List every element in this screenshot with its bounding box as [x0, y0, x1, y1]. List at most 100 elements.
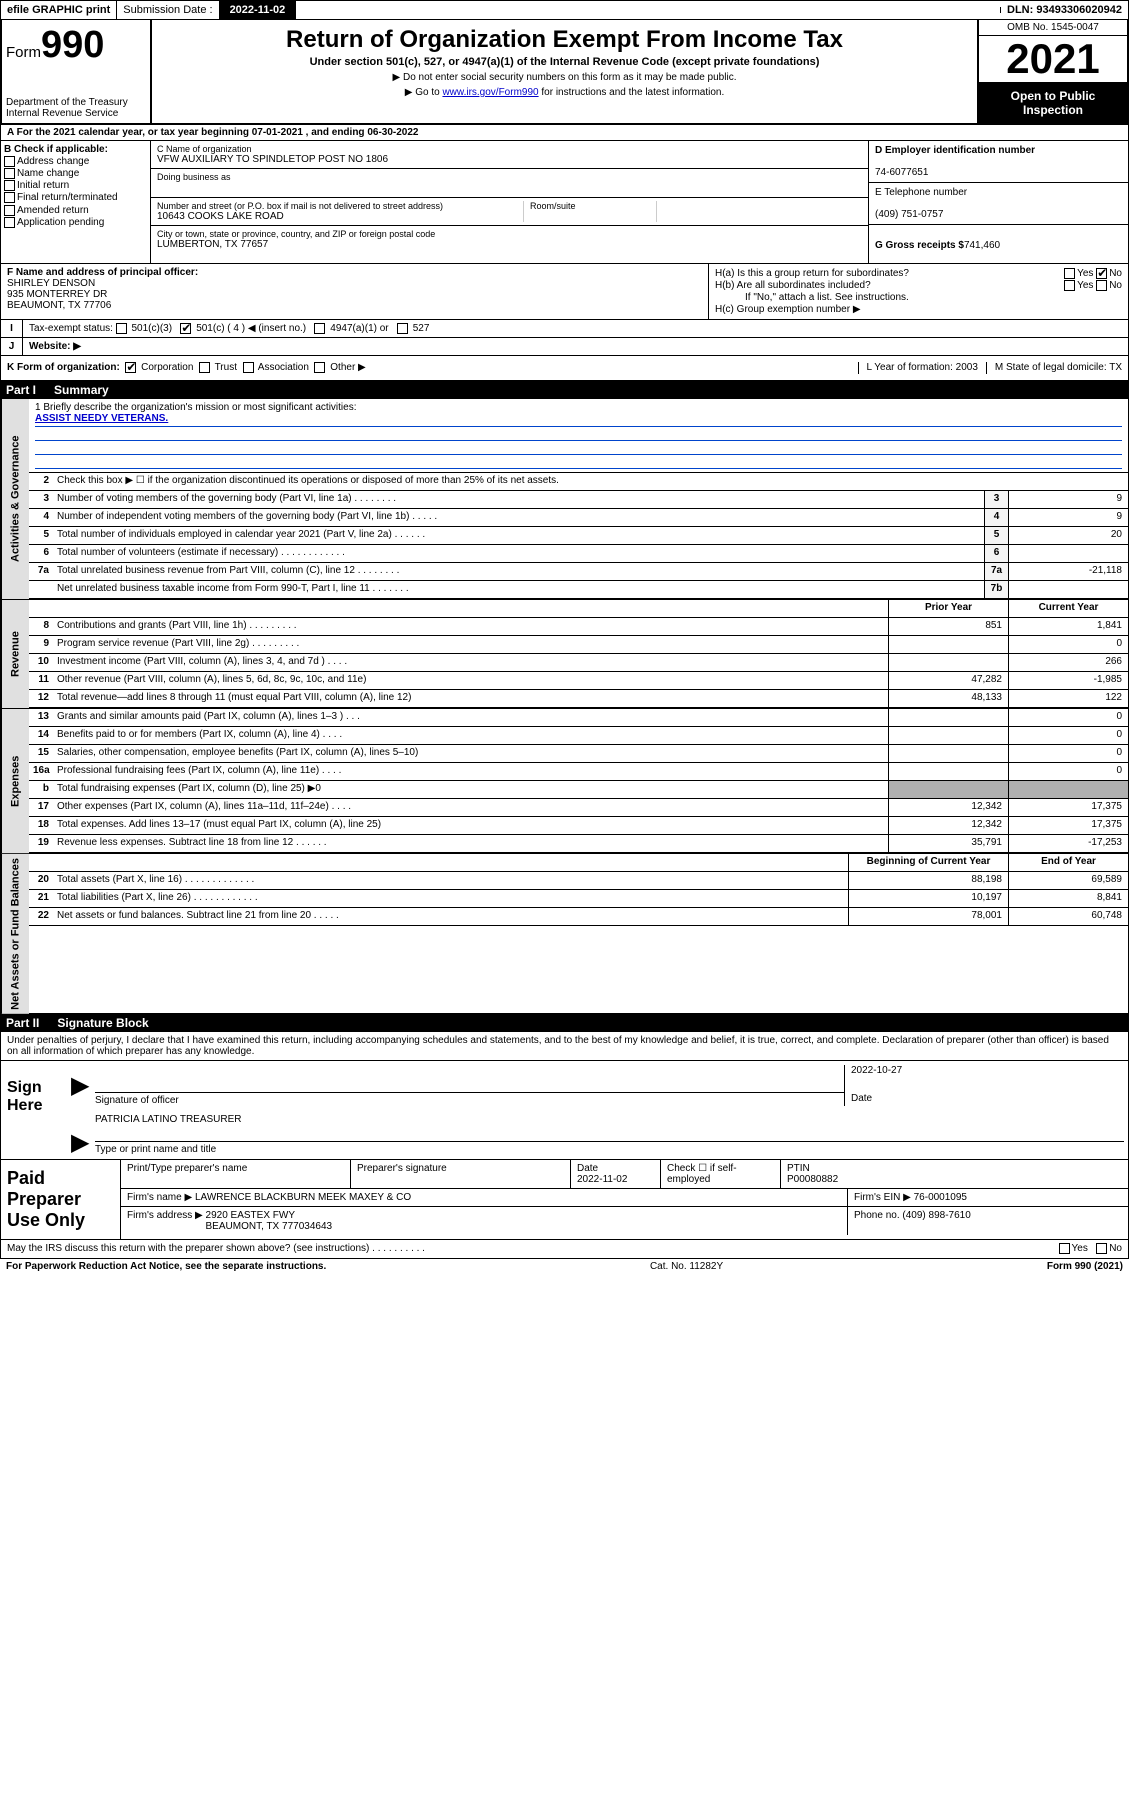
rev-lines-line-10: 10Investment income (Part VIII, column (… [29, 654, 1128, 672]
cb-527[interactable] [397, 323, 408, 334]
hb-no[interactable] [1096, 280, 1107, 291]
sign-arrow-icon: ▶▶ [71, 1061, 91, 1159]
cb-amended-return[interactable]: Amended return [4, 205, 147, 216]
irs-discuss-yes[interactable] [1059, 1243, 1070, 1254]
mission-question: 1 Briefly describe the organization's mi… [35, 402, 1122, 413]
gross-label: G Gross receipts $ [875, 240, 964, 251]
col-c-org-info: C Name of organization VFW AUXILIARY TO … [151, 141, 868, 263]
firm-addr2: BEAUMONT, TX 777034643 [206, 1221, 333, 1232]
officer-addr2: BEAUMONT, TX 77706 [7, 300, 111, 311]
irs-discuss-q: May the IRS discuss this return with the… [7, 1243, 425, 1254]
cb-final-return[interactable]: Final return/terminated [4, 192, 147, 203]
cb-initial-return[interactable]: Initial return [4, 180, 147, 191]
ha-yes[interactable] [1064, 268, 1075, 279]
cb-4947[interactable] [314, 323, 325, 334]
room-label: Room/suite [524, 201, 657, 222]
part-ii-num: Part II [6, 1016, 39, 1030]
officer-signature-line[interactable] [95, 1065, 844, 1093]
prep-date: 2022-11-02 [577, 1174, 627, 1185]
officer-name-line: PATRICIA LATINO TREASURER [95, 1114, 1124, 1142]
net-lines-line-21: 21Total liabilities (Part X, line 26) . … [29, 890, 1128, 908]
cb-trust[interactable] [199, 362, 210, 373]
hb-yes[interactable] [1064, 280, 1075, 291]
cb-association[interactable] [243, 362, 254, 373]
city-cell: City or town, state or province, country… [151, 226, 868, 253]
blank-strip [296, 7, 1001, 13]
sign-here-block: Sign Here ▶▶ Signature of officer 2022-1… [0, 1061, 1129, 1160]
page-footer: For Paperwork Reduction Act Notice, see … [0, 1259, 1129, 1274]
submission-date-label: Submission Date : [117, 1, 219, 19]
summary-activities-gov: Activities & Governance 1 Briefly descri… [0, 399, 1129, 600]
row-i: I Tax-exempt status: 501(c)(3) 501(c) ( … [0, 320, 1129, 338]
col-b-title: B Check if applicable: [4, 144, 108, 155]
tax-exempt-status: Tax-exempt status: 501(c)(3) 501(c) ( 4 … [23, 320, 1128, 337]
hdr-current-year: Current Year [1008, 600, 1128, 617]
goto-pre: ▶ Go to [405, 87, 443, 98]
part-i-title: Summary [54, 383, 109, 397]
net-lines-line-20: 20Total assets (Part X, line 16) . . . .… [29, 872, 1128, 890]
addr-label: Number and street (or P.O. box if mail i… [157, 201, 443, 211]
col-defg: D Employer identification number 74-6077… [868, 141, 1128, 263]
website-field: Website: ▶ [23, 338, 1128, 355]
goto-note: ▶ Go to www.irs.gov/Form990 for instruct… [160, 87, 969, 98]
rev-col-hdr: Prior Year Current Year [29, 600, 1128, 618]
firm-addr-cell: Firm's address ▶ 2920 EASTEX FWY Firm's … [121, 1207, 848, 1235]
col-b-checkboxes: B Check if applicable: Address change Na… [1, 141, 151, 263]
ptin-cell: PTINP00080882 [781, 1160, 844, 1188]
signature-intro: Under penalties of perjury, I declare th… [0, 1032, 1129, 1061]
h-a: H(a) Is this a group return for subordin… [715, 268, 1122, 279]
gov-line-3: 3Number of voting members of the governi… [29, 491, 1128, 509]
gov-line-5: 5Total number of individuals employed in… [29, 527, 1128, 545]
part-i-num: Part I [6, 383, 36, 397]
form990-link[interactable]: www.irs.gov/Form990 [442, 87, 538, 98]
cb-501c3[interactable] [116, 323, 127, 334]
submission-date: 2022-11-02 [220, 1, 297, 19]
exp-lines-line-19: 19Revenue less expenses. Subtract line 1… [29, 835, 1128, 853]
irs-discuss-no[interactable] [1096, 1243, 1107, 1254]
org-name-label: C Name of organization [157, 144, 862, 154]
cb-application-pending[interactable]: Application pending [4, 217, 147, 228]
form-subtitle: Under section 501(c), 527, or 4947(a)(1)… [160, 56, 969, 68]
sign-date-label: Date [851, 1093, 1124, 1104]
cb-name-change[interactable]: Name change [4, 168, 147, 179]
efile-label: efile GRAPHIC print [1, 1, 117, 19]
form-990-num: 990 [41, 24, 104, 66]
header-left: Form990 Department of the Treasury Inter… [2, 20, 152, 123]
cb-other[interactable] [314, 362, 325, 373]
officer-name-label: Type or print name and title [95, 1144, 1124, 1155]
officer-name: SHIRLEY DENSON [7, 278, 95, 289]
sign-date: 2022-10-27 [851, 1065, 1124, 1093]
year-formation: L Year of formation: 2003 [858, 362, 978, 373]
cb-501c[interactable] [180, 323, 191, 334]
gov-line-6: Net unrelated business taxable income fr… [29, 581, 1128, 599]
row-i-lab: I [1, 320, 23, 337]
row-j-lab: J [1, 338, 23, 355]
firm-addr1: 2920 EASTEX FWY [206, 1210, 295, 1221]
cb-corporation[interactable] [125, 362, 136, 373]
mission-text[interactable]: ASSIST NEEDY VETERANS. [35, 413, 168, 424]
gov-line-4: 4Number of independent voting members of… [29, 509, 1128, 527]
col-h-group: H(a) Is this a group return for subordin… [708, 264, 1128, 319]
top-bar: efile GRAPHIC print Submission Date : 20… [0, 0, 1129, 20]
hdr-begin-year: Beginning of Current Year [848, 854, 1008, 871]
self-employed-cb[interactable]: Check ☐ if self-employed [661, 1160, 781, 1188]
form-word: Form [6, 44, 41, 61]
exp-lines-line-b: bTotal fundraising expenses (Part IX, co… [29, 781, 1128, 799]
section-fh: F Name and address of principal officer:… [0, 264, 1129, 320]
h-c: H(c) Group exemption number ▶ [715, 304, 1122, 315]
treasury-dept: Department of the Treasury Internal Reve… [6, 97, 146, 119]
hb-note: If "No," attach a list. See instructions… [715, 292, 1122, 303]
firm-ein-cell: Firm's EIN ▶ 76-0001095 [848, 1189, 1128, 1206]
rev-lines-line-9: 9Program service revenue (Part VIII, lin… [29, 636, 1128, 654]
pp-row-3: Firm's address ▶ 2920 EASTEX FWY Firm's … [121, 1207, 1128, 1235]
open-inspection: Open to Public Inspection [979, 83, 1127, 123]
row-j: J Website: ▶ [0, 338, 1129, 356]
prep-sig-label: Preparer's signature [351, 1160, 571, 1188]
col-f-officer: F Name and address of principal officer:… [1, 264, 708, 319]
cb-address-change[interactable]: Address change [4, 156, 147, 167]
rev-lines-line-11: 11Other revenue (Part VIII, column (A), … [29, 672, 1128, 690]
ha-no[interactable] [1096, 268, 1107, 279]
officer-sig-label: Signature of officer [95, 1095, 844, 1106]
row-a-text: A For the 2021 calendar year, or tax yea… [7, 127, 418, 138]
side-label-rev: Revenue [1, 600, 29, 708]
